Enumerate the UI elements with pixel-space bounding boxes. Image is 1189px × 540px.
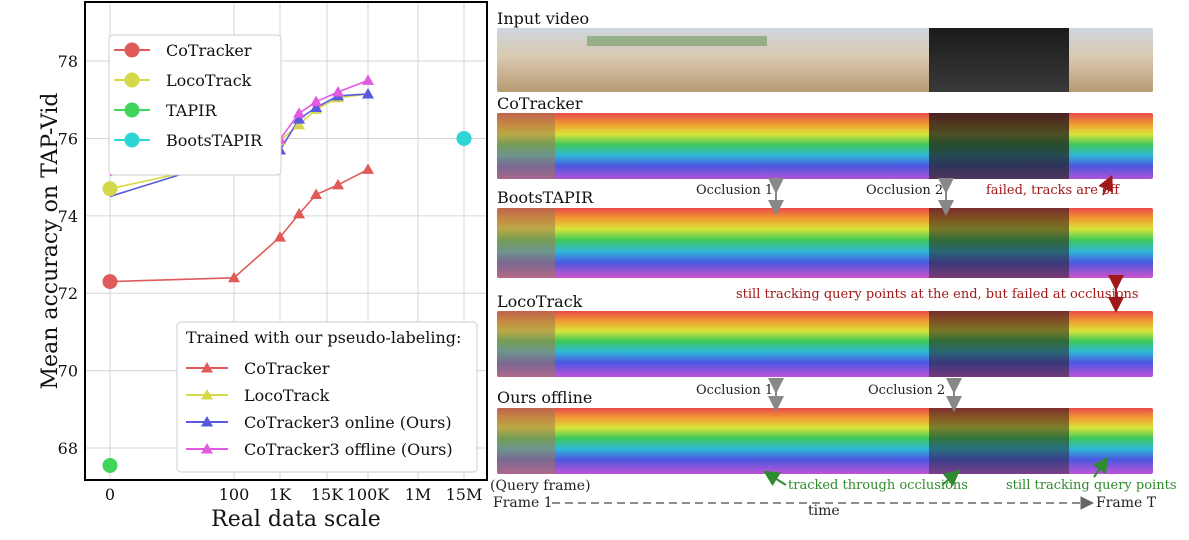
legend-top-label-1: LocoTrack <box>166 71 252 90</box>
note-occlusion-2-top: Occlusion 2 <box>866 183 944 198</box>
note-frame-1: Frame 1 <box>493 495 553 511</box>
strip-cotracker-query-frame <box>497 113 555 179</box>
note-occlusion-1-top: Occlusion 1 <box>696 183 774 198</box>
y-tick-label: 72 <box>58 284 78 303</box>
series-point-0-3 <box>293 207 306 219</box>
row-label-ours-offline: Ours offline <box>497 388 593 407</box>
y-tick-labels: 68 70 72 74 76 78 <box>58 52 78 458</box>
legend-bottom-label-1: LocoTrack <box>244 386 330 405</box>
strip-ours-query-frame <box>497 408 555 474</box>
strip-cotracker-dark-frame <box>929 113 1069 179</box>
strip-locotrack-query-frame <box>497 311 555 377</box>
series-point-1-3 <box>293 118 306 130</box>
x-axis-label: Real data scale <box>211 507 381 532</box>
series-point-0-1 <box>228 271 240 283</box>
row-label-input-video: Input video <box>497 9 590 28</box>
series-point-3-3 <box>293 107 306 118</box>
x-tick-label: 100 <box>219 485 250 504</box>
legend-top: CoTracker LocoTrack TAPIR BootsTAPIR <box>108 34 282 176</box>
y-tick-label: 74 <box>58 207 78 226</box>
y-tick-label: 70 <box>58 362 78 381</box>
series-point-2-4 <box>310 101 323 112</box>
series-point-2-3 <box>293 113 306 124</box>
legend-top-label-3: BootsTAPIR <box>166 131 263 150</box>
x-tick-label: 1M <box>405 485 432 504</box>
strip-ours-dark-frame <box>929 408 1069 474</box>
strip-cotracker <box>497 113 1153 179</box>
baseline-point-3 <box>456 130 472 146</box>
legend-top-marker-3 <box>124 132 140 148</box>
series-point-3-4 <box>310 95 323 107</box>
y-tick-label: 68 <box>58 439 78 458</box>
series-point-0-4 <box>310 188 323 200</box>
legend-bottom-marker-3 <box>201 443 213 454</box>
x-tick-label: 100K <box>347 485 391 504</box>
strip-bootstapir <box>497 208 1153 278</box>
note-still-tracking: still tracking query points <box>1006 478 1177 493</box>
strip-locotrack-dark-frame <box>929 311 1069 377</box>
legend-bottom: Trained with our pseudo-labeling: CoTrac… <box>176 321 478 473</box>
legend-bottom-label-2: CoTracker3 online (Ours) <box>244 413 452 432</box>
legend-top-marker-1 <box>124 72 140 88</box>
strip-bootstapir-query-frame <box>497 208 555 278</box>
strip-ours-offline <box>497 408 1153 474</box>
x-tick-label: 15K <box>311 485 344 504</box>
legend-bottom-label-0: CoTracker <box>244 359 330 378</box>
legend-bottom-marker-2 <box>201 416 213 427</box>
note-query-frame: (Query frame) <box>490 478 591 494</box>
legend-bottom-title: Trained with our pseudo-labeling: <box>186 328 461 347</box>
strip-bootstapir-dark-frame <box>929 208 1069 278</box>
series-point-3-5 <box>332 86 345 97</box>
scaling-chart: 68 70 72 74 76 78 0 100 1K 15K 100K 1M 15M Real dat… <box>38 1 488 532</box>
legend-top-label-2: TAPIR <box>166 101 217 120</box>
note-failed: failed, tracks are off <box>986 183 1120 198</box>
baseline-point-2 <box>102 457 118 473</box>
arrow-tracked-left <box>763 470 787 487</box>
note-still-tracking-failed: still tracking query points at the end, … <box>736 287 1139 302</box>
row-label-locotrack: LocoTrack <box>497 292 583 311</box>
strip-input-video <box>497 28 1153 92</box>
x-tick-label: 1K <box>269 485 292 504</box>
row-label-bootstapir: BootsTAPIR <box>497 188 594 207</box>
strip-input-dark-frame <box>929 28 1069 92</box>
note-tracked-through-occlusions: tracked through occlusions <box>788 478 968 493</box>
strip-input-green-banner <box>587 36 767 46</box>
x-tick-label: 0 <box>105 485 115 504</box>
series-point-0-2 <box>274 231 286 242</box>
legend-top-box <box>108 34 282 176</box>
plot-frame <box>84 1 488 481</box>
legend-bottom-label-3: CoTracker3 offline (Ours) <box>244 440 453 459</box>
series-point-0-6 <box>362 163 374 174</box>
x-tick-label: 15M <box>446 485 483 504</box>
legend-top-label-0: CoTracker <box>166 41 252 60</box>
series-point-3-6 <box>362 74 374 85</box>
legend-bottom-marker-1 <box>201 389 213 400</box>
note-time: time <box>808 503 840 519</box>
legend-bottom-box <box>176 321 478 473</box>
note-frame-t: Frame T <box>1096 495 1157 511</box>
y-axis-label: Mean accuracy on TAP-Vid <box>38 93 63 390</box>
series-line-0 <box>109 168 369 283</box>
series-point-2-6 <box>362 87 374 99</box>
legend-bottom-marker-0 <box>201 362 213 373</box>
legend-top-marker-2 <box>124 102 140 118</box>
strip-locotrack <box>497 311 1153 377</box>
note-occlusion-1-bottom: Occlusion 1 <box>696 383 774 398</box>
baseline-point-1 <box>102 181 118 197</box>
legend-top-marker-0 <box>124 42 140 58</box>
baseline-point-0 <box>102 274 118 290</box>
note-occlusion-2-bottom: Occlusion 2 <box>868 383 946 398</box>
y-tick-label: 76 <box>58 129 78 148</box>
row-label-cotracker: CoTracker <box>497 94 583 113</box>
y-tick-label: 78 <box>58 52 78 71</box>
x-tick-labels: 0 100 1K 15K 100K 1M 15M <box>105 485 482 504</box>
series-point-0-5 <box>332 178 345 190</box>
